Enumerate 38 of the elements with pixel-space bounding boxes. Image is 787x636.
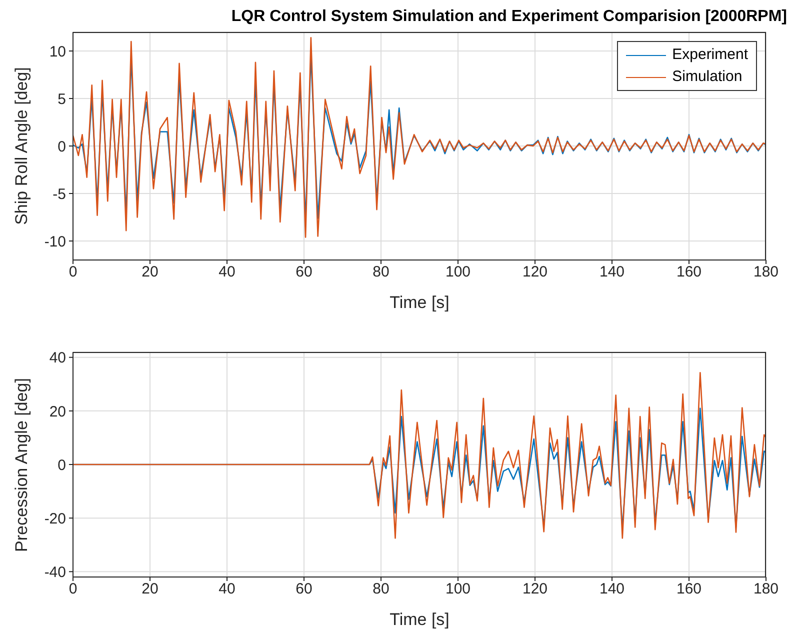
legend-label: Experiment [672,45,748,65]
x-tick-label: 140 [599,264,625,281]
x-tick-label: 140 [599,580,625,598]
x-tick-label: 120 [522,264,548,281]
x-tick-label: 100 [445,580,471,598]
y-tick-label: 0 [58,456,66,474]
y-tick-label: -5 [52,186,66,203]
y-tick-label: 0 [58,138,66,156]
x-tick-label: 80 [372,264,390,281]
y-axis-title: Ship Roll Angle [deg] [11,67,32,225]
x-tick-label: 80 [372,580,390,598]
legend-label: Simulation [672,67,742,87]
y-tick-label: 5 [58,90,66,108]
x-tick-label: 160 [676,580,702,598]
y-tick-label: -40 [44,564,66,581]
chart-title: LQR Control System Simulation and Experiment Comparision [2000RPM] [230,8,787,27]
x-tick-label: 60 [296,264,312,281]
line-series [73,372,766,539]
x-tick-label: 60 [296,580,312,598]
x-axis-title: Time [s] [388,609,450,631]
x-tick-label: 0 [68,264,78,281]
x-tick-label: 100 [445,264,471,281]
y-tick-label: -10 [44,233,66,250]
x-tick-label: 0 [68,580,78,598]
x-tick-label: 20 [142,264,158,281]
x-tick-label: 40 [218,264,236,281]
x-tick-label: 180 [753,580,779,598]
x-tick-label: 160 [676,264,702,281]
x-tick-label: 20 [142,580,158,598]
x-axis-title: Time [s] [388,292,450,314]
x-tick-label: 180 [753,264,779,281]
y-axis-title: Precession Angle [deg] [11,378,32,552]
x-tick-label: 40 [218,580,236,598]
y-tick-label: -20 [44,510,66,528]
y-tick-label: 10 [49,43,66,60]
y-tick-label: 40 [49,350,66,367]
y-tick-label: 20 [49,403,66,420]
x-tick-label: 120 [522,580,548,598]
